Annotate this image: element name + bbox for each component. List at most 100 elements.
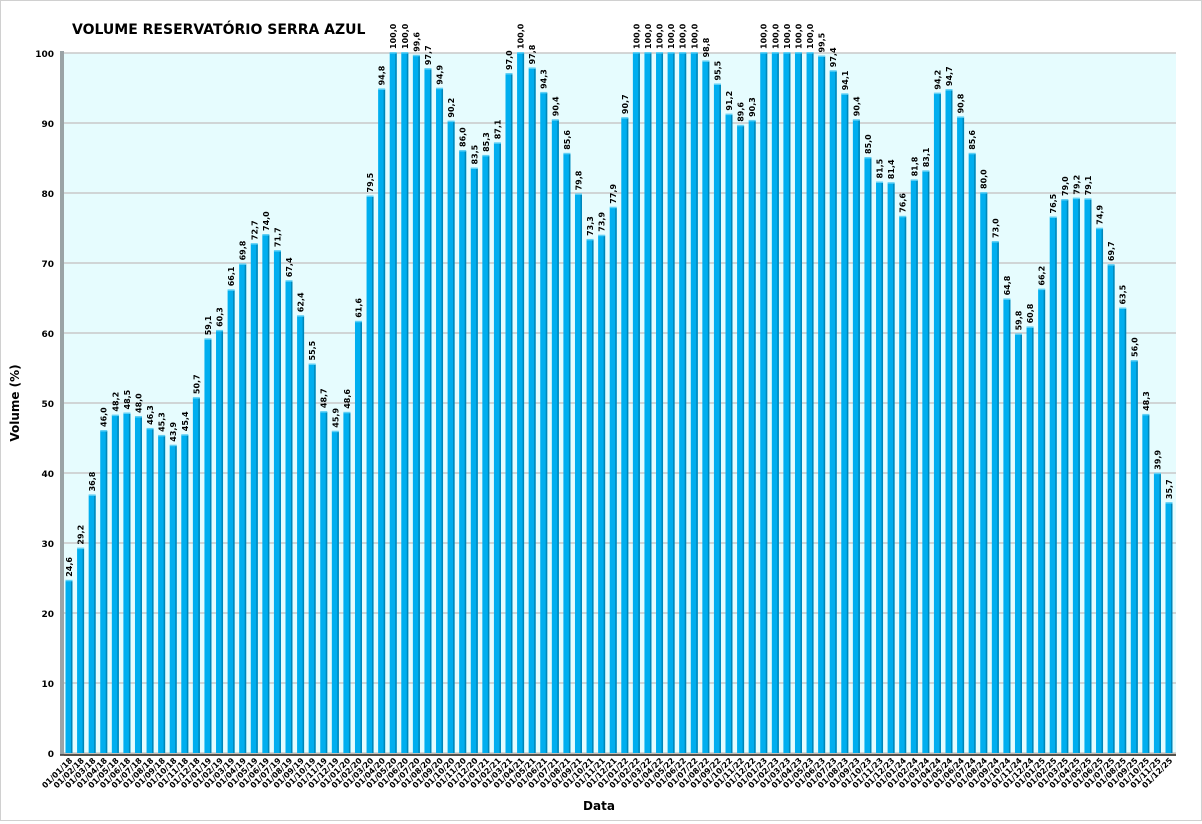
data-label: 83,5 bbox=[470, 144, 479, 164]
bar-shade bbox=[696, 53, 698, 753]
bar bbox=[1003, 299, 1011, 753]
bar-shade bbox=[198, 398, 200, 753]
data-label: 43,9 bbox=[169, 422, 178, 442]
bar bbox=[354, 321, 362, 753]
x-axis-label: Data bbox=[583, 799, 615, 813]
bar-top bbox=[598, 234, 606, 237]
data-label: 79,1 bbox=[1084, 175, 1093, 195]
bar-top bbox=[470, 167, 478, 169]
bar bbox=[679, 53, 687, 753]
bar-top bbox=[713, 83, 721, 85]
y-tick-label: 0 bbox=[48, 750, 54, 760]
bar bbox=[864, 158, 872, 753]
bar bbox=[1038, 289, 1046, 753]
data-label: 66,1 bbox=[227, 266, 236, 286]
bar-top bbox=[158, 434, 166, 437]
bar-shade bbox=[1055, 217, 1057, 753]
bar bbox=[65, 580, 73, 753]
bar bbox=[528, 68, 536, 753]
bar bbox=[1130, 361, 1138, 753]
bar-top bbox=[702, 60, 710, 62]
bar-top bbox=[852, 119, 860, 121]
bar-top bbox=[65, 579, 73, 582]
data-label: 77,9 bbox=[609, 184, 618, 204]
bar-shade bbox=[754, 120, 756, 753]
bar bbox=[100, 431, 108, 753]
data-label: 24,6 bbox=[65, 557, 74, 577]
data-label: 59,1 bbox=[204, 315, 213, 335]
bar-shade bbox=[325, 412, 328, 753]
y-tick-label: 20 bbox=[41, 610, 54, 620]
bar-shade bbox=[742, 125, 745, 754]
bar bbox=[401, 53, 409, 753]
data-label: 99,6 bbox=[412, 32, 421, 52]
bar-shade bbox=[823, 56, 826, 753]
bar-top bbox=[841, 93, 849, 95]
data-label: 67,4 bbox=[285, 257, 294, 277]
left-wall bbox=[60, 51, 64, 755]
bar bbox=[887, 183, 895, 753]
data-label: 98,8 bbox=[702, 37, 711, 57]
data-label: 45,9 bbox=[331, 408, 340, 428]
bar-shade bbox=[511, 74, 513, 753]
data-label: 95,5 bbox=[713, 60, 722, 80]
bar-top bbox=[1084, 198, 1092, 200]
bar bbox=[134, 417, 142, 753]
bar bbox=[1096, 228, 1104, 753]
data-label: 71,7 bbox=[273, 227, 282, 247]
bar-top bbox=[1014, 333, 1022, 335]
bar bbox=[598, 235, 606, 753]
bar-top bbox=[181, 434, 189, 436]
bar-shade bbox=[383, 89, 386, 753]
bar bbox=[644, 53, 652, 753]
bar-shade bbox=[603, 235, 606, 753]
data-label: 74,9 bbox=[1096, 205, 1105, 225]
data-label: 48,5 bbox=[123, 389, 132, 409]
bar-shade bbox=[985, 193, 988, 753]
bar-shade bbox=[962, 117, 965, 753]
bar-top bbox=[1072, 197, 1080, 200]
data-label: 100,0 bbox=[656, 23, 665, 49]
bar bbox=[737, 125, 745, 754]
bar-top bbox=[192, 397, 200, 399]
bar-top bbox=[412, 54, 420, 57]
bar bbox=[1061, 200, 1069, 753]
data-label: 100,0 bbox=[760, 23, 769, 49]
data-label: 85,6 bbox=[968, 130, 977, 150]
bar-shade bbox=[1147, 414, 1150, 753]
data-label: 97,7 bbox=[424, 45, 433, 65]
bar-top bbox=[586, 238, 594, 241]
bar bbox=[204, 339, 212, 753]
data-label: 72,7 bbox=[250, 220, 259, 240]
bar bbox=[1153, 473, 1161, 753]
bar-top bbox=[1061, 199, 1069, 201]
bar bbox=[181, 435, 189, 753]
data-label: 100,0 bbox=[401, 23, 410, 49]
bar-shade bbox=[128, 413, 131, 753]
data-label: 97,8 bbox=[528, 44, 537, 64]
data-label: 73,3 bbox=[586, 216, 595, 236]
bar-shade bbox=[545, 92, 548, 753]
bar-top bbox=[540, 91, 548, 94]
bar bbox=[1026, 327, 1034, 753]
bar bbox=[841, 94, 849, 754]
bar bbox=[123, 413, 131, 753]
bar bbox=[447, 121, 455, 754]
bar-shade bbox=[707, 61, 710, 753]
bar-top bbox=[644, 52, 652, 54]
bar-top bbox=[1130, 360, 1138, 362]
bar-top bbox=[760, 52, 768, 54]
bar-shade bbox=[1043, 289, 1046, 753]
bar-top bbox=[169, 444, 177, 447]
bar-top bbox=[621, 117, 629, 119]
bar bbox=[192, 398, 200, 753]
bar bbox=[574, 194, 582, 753]
bar-shade bbox=[418, 55, 420, 754]
data-label: 79,5 bbox=[366, 172, 375, 192]
bar bbox=[366, 196, 374, 753]
bar bbox=[806, 53, 814, 753]
bar bbox=[470, 168, 478, 753]
data-label: 90,3 bbox=[748, 97, 757, 117]
bar-top bbox=[609, 206, 617, 209]
bar bbox=[88, 495, 96, 753]
